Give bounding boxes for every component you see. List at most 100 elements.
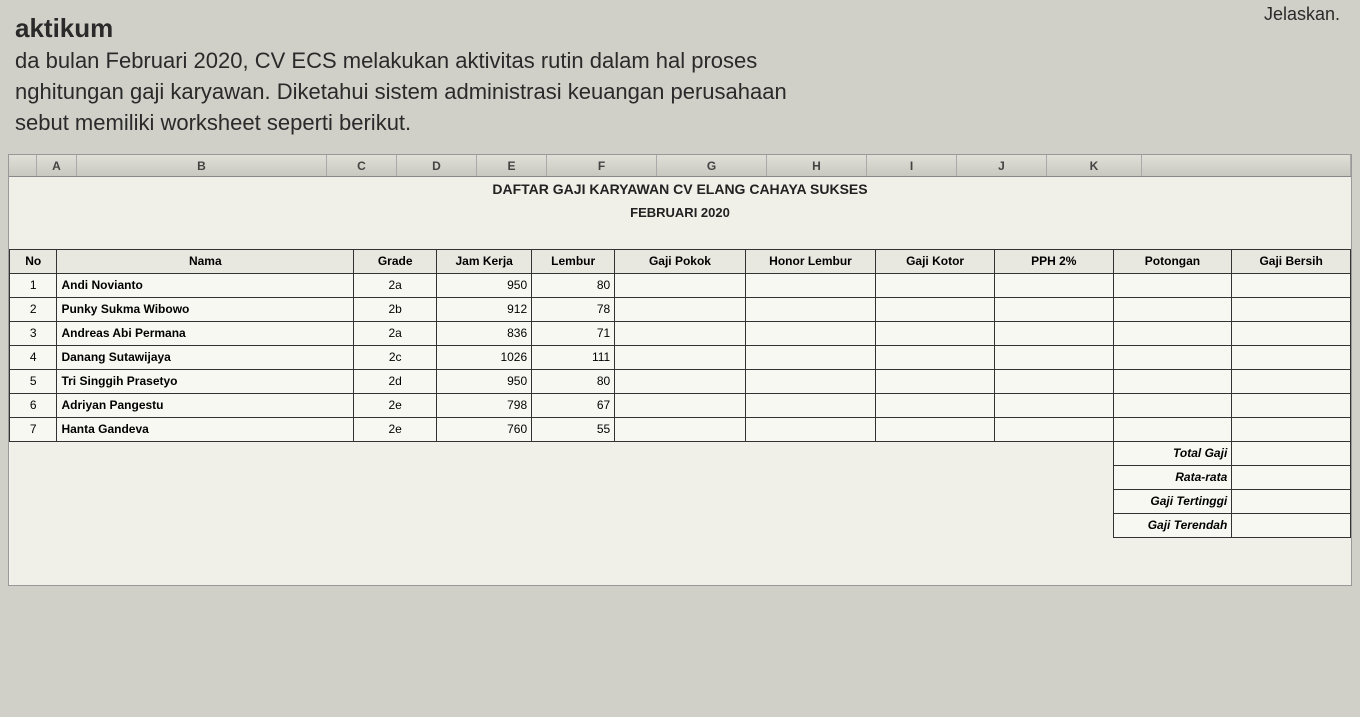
table-cell[interactable] — [876, 321, 995, 345]
empty-cell[interactable] — [1113, 561, 1232, 585]
table-cell[interactable]: 80 — [532, 273, 615, 297]
table-cell[interactable] — [1232, 393, 1351, 417]
table-cell[interactable]: 2b — [354, 297, 437, 321]
table-cell[interactable]: 111 — [532, 345, 615, 369]
table-cell[interactable] — [615, 273, 746, 297]
table-cell[interactable] — [876, 345, 995, 369]
col-header-J[interactable]: J — [957, 155, 1047, 176]
table-cell[interactable]: Adriyan Pangestu — [57, 393, 354, 417]
table-cell[interactable]: 78 — [532, 297, 615, 321]
table-cell[interactable] — [994, 369, 1113, 393]
table-header-cell[interactable]: Jam Kerja — [437, 249, 532, 273]
empty-cell[interactable] — [532, 537, 615, 561]
table-cell[interactable]: 4 — [10, 345, 57, 369]
table-cell[interactable]: 2e — [354, 417, 437, 441]
table-cell[interactable] — [876, 297, 995, 321]
table-cell[interactable] — [1232, 345, 1351, 369]
table-cell[interactable]: 912 — [437, 297, 532, 321]
summary-value-cell[interactable] — [1232, 489, 1351, 513]
table-cell[interactable] — [745, 417, 876, 441]
table-header-cell[interactable]: Grade — [354, 249, 437, 273]
empty-cell[interactable] — [10, 537, 57, 561]
col-header-A[interactable]: A — [37, 155, 77, 176]
table-cell[interactable] — [994, 297, 1113, 321]
table-header-cell[interactable]: Lembur — [532, 249, 615, 273]
table-cell[interactable]: 3 — [10, 321, 57, 345]
col-header-C[interactable]: C — [327, 155, 397, 176]
empty-cell[interactable] — [437, 537, 532, 561]
table-cell[interactable]: 836 — [437, 321, 532, 345]
empty-cell[interactable] — [354, 537, 437, 561]
summary-label[interactable]: Gaji Tertinggi — [1113, 489, 1232, 513]
table-header-cell[interactable]: Nama — [57, 249, 354, 273]
empty-cell[interactable] — [745, 561, 876, 585]
table-cell[interactable] — [1113, 393, 1232, 417]
empty-cell[interactable] — [57, 561, 354, 585]
table-cell[interactable]: 67 — [532, 393, 615, 417]
col-header-H[interactable]: H — [767, 155, 867, 176]
col-header-B[interactable]: B — [77, 155, 327, 176]
table-cell[interactable] — [1113, 297, 1232, 321]
table-cell[interactable] — [745, 345, 876, 369]
table-cell[interactable]: Tri Singgih Prasetyo — [57, 369, 354, 393]
col-header-I[interactable]: I — [867, 155, 957, 176]
table-header-cell[interactable]: Gaji Pokok — [615, 249, 746, 273]
empty-cell[interactable] — [532, 561, 615, 585]
empty-cell[interactable] — [1232, 561, 1351, 585]
table-cell[interactable]: 798 — [437, 393, 532, 417]
table-header-cell[interactable]: Gaji Kotor — [876, 249, 995, 273]
table-cell[interactable] — [745, 273, 876, 297]
col-header-G[interactable]: G — [657, 155, 767, 176]
table-cell[interactable] — [615, 393, 746, 417]
table-cell[interactable] — [994, 345, 1113, 369]
summary-value-cell[interactable] — [1232, 465, 1351, 489]
table-cell[interactable]: 5 — [10, 369, 57, 393]
table-cell[interactable]: 950 — [437, 273, 532, 297]
summary-value-cell[interactable] — [1232, 441, 1351, 465]
corner-cell[interactable] — [9, 155, 37, 176]
table-cell[interactable] — [615, 297, 746, 321]
table-cell[interactable]: 760 — [437, 417, 532, 441]
table-cell[interactable] — [1113, 369, 1232, 393]
table-cell[interactable] — [994, 417, 1113, 441]
empty-cell[interactable] — [437, 561, 532, 585]
table-cell[interactable]: 6 — [10, 393, 57, 417]
table-cell[interactable] — [615, 345, 746, 369]
empty-cell[interactable] — [1113, 537, 1232, 561]
empty-cell[interactable] — [615, 561, 746, 585]
table-cell[interactable] — [994, 393, 1113, 417]
table-cell[interactable]: 950 — [437, 369, 532, 393]
table-cell[interactable]: Andi Novianto — [57, 273, 354, 297]
table-cell[interactable]: Danang Sutawijaya — [57, 345, 354, 369]
table-cell[interactable]: Hanta Gandeva — [57, 417, 354, 441]
table-cell[interactable]: 2 — [10, 297, 57, 321]
table-header-cell[interactable]: PPH 2% — [994, 249, 1113, 273]
table-cell[interactable]: Andreas Abi Permana — [57, 321, 354, 345]
table-cell[interactable] — [1232, 369, 1351, 393]
table-cell[interactable] — [1232, 321, 1351, 345]
table-cell[interactable] — [876, 369, 995, 393]
table-cell[interactable]: 7 — [10, 417, 57, 441]
table-cell[interactable]: 1026 — [437, 345, 532, 369]
empty-cell[interactable] — [10, 561, 57, 585]
table-cell[interactable]: 71 — [532, 321, 615, 345]
table-cell[interactable] — [745, 297, 876, 321]
table-cell[interactable] — [994, 273, 1113, 297]
table-cell[interactable] — [876, 393, 995, 417]
summary-label[interactable]: Rata-rata — [1113, 465, 1232, 489]
empty-cell[interactable] — [354, 561, 437, 585]
table-cell[interactable]: Punky Sukma Wibowo — [57, 297, 354, 321]
empty-cell[interactable] — [1232, 537, 1351, 561]
table-cell[interactable]: 80 — [532, 369, 615, 393]
table-cell[interactable] — [745, 393, 876, 417]
col-header-F[interactable]: F — [547, 155, 657, 176]
table-cell[interactable] — [876, 417, 995, 441]
table-cell[interactable]: 2a — [354, 273, 437, 297]
table-cell[interactable]: 2d — [354, 369, 437, 393]
empty-cell[interactable] — [994, 561, 1113, 585]
table-cell[interactable] — [1113, 273, 1232, 297]
table-cell[interactable] — [745, 321, 876, 345]
table-cell[interactable] — [1113, 345, 1232, 369]
table-cell[interactable] — [615, 369, 746, 393]
col-header-K[interactable]: K — [1047, 155, 1142, 176]
